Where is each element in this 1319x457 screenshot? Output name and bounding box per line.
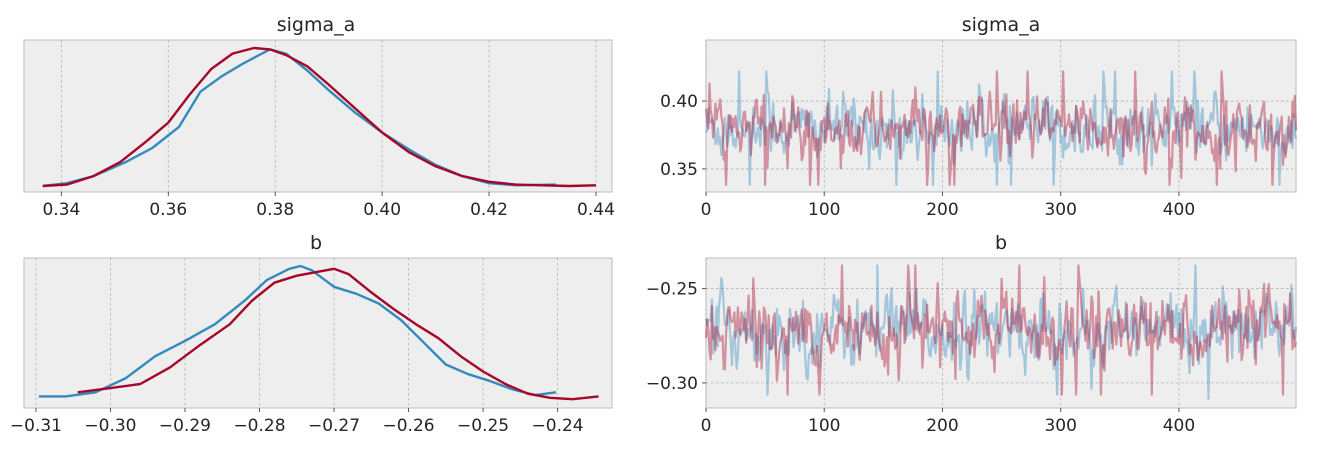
density-line-chain-1 [77, 267, 599, 401]
panel-title: b [310, 232, 322, 254]
trace-line-chain-1 [704, 264, 1298, 396]
x-tick-label: 0.34 [42, 200, 80, 220]
x-tick-label: −0.25 [457, 416, 509, 436]
x-tick-label: −0.26 [382, 416, 434, 436]
y-tick-label: 0.40 [660, 92, 698, 112]
x-tick-label: 300 [1044, 200, 1076, 220]
x-tick-label: 200 [926, 200, 958, 220]
plot-area [705, 39, 1297, 193]
x-tick-label: −0.27 [308, 416, 360, 436]
panel-sigma-a-trace: sigma_a 0 100 200 300 400 0.35 0.40 [660, 14, 1298, 220]
panel-b-density: b −0.31 −0.30 −0.29 −0.28 −0.27 −0.26 −0.25 −0.… [10, 232, 613, 436]
x-tick-label: −0.28 [233, 416, 285, 436]
y-tick-label: −0.30 [646, 374, 698, 394]
trace-line-chain-1 [704, 70, 1298, 186]
x-tick-label: 100 [808, 416, 840, 436]
panel-title: sigma_a [962, 14, 1041, 36]
trace-line-chain-0 [704, 264, 1298, 400]
x-tick-label: 200 [926, 416, 958, 436]
panel-title: sigma_a [277, 14, 356, 36]
x-tick-label: −0.24 [532, 416, 584, 436]
x-tick-label: −0.30 [84, 416, 136, 436]
x-tick-label: 400 [1163, 416, 1195, 436]
density-line-chain-1 [42, 46, 597, 188]
x-tick-label: 300 [1044, 416, 1076, 436]
x-tick-label: 0 [701, 416, 712, 436]
y-tick-label: 0.35 [660, 160, 698, 180]
x-tick-label: 0.42 [470, 200, 508, 220]
panel-sigma-a-density: sigma_a 0.34 0.36 0.38 0.40 0.42 0.44 [23, 14, 615, 220]
plot-area [23, 257, 613, 409]
x-tick-label: 0.38 [256, 200, 294, 220]
x-tick-label: 100 [808, 200, 840, 220]
x-tick-label: −0.29 [159, 416, 211, 436]
panel-title: b [995, 232, 1007, 254]
x-tick-label: 400 [1163, 200, 1195, 220]
density-line-chain-0 [38, 264, 557, 398]
plot-area [23, 39, 613, 193]
y-tick-label: −0.25 [646, 280, 698, 300]
x-tick-label: 0 [701, 200, 712, 220]
trace-line-chain-0 [705, 70, 1298, 186]
x-tick-label: 0.40 [363, 200, 401, 220]
x-tick-label: −0.31 [10, 416, 62, 436]
panel-b-trace: b 0 100 200 300 400 −0.25 −0.30 [646, 232, 1298, 436]
x-tick-label: 0.36 [149, 200, 187, 220]
x-tick-label: 0.44 [577, 200, 615, 220]
